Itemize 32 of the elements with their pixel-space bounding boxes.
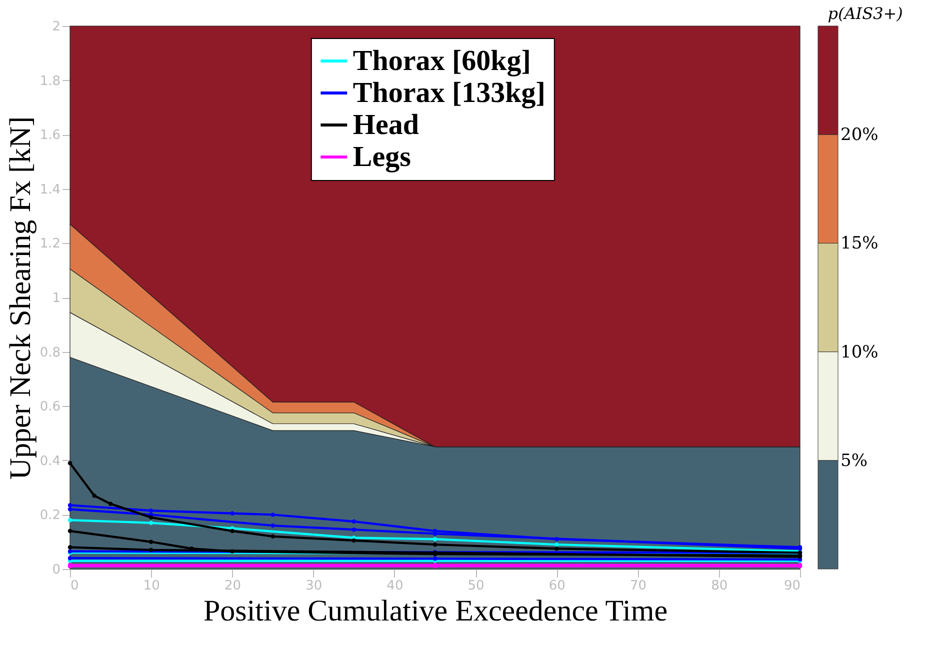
x-tick-label: 20 (224, 578, 241, 594)
y-tick-label: 0.8 (40, 345, 60, 360)
x-tick-label: 30 (306, 578, 322, 594)
y-axis-title: Upper Neck Shearing Fx [kN] (4, 116, 37, 480)
y-tick-label: 0.6 (40, 400, 60, 415)
x-axis-title: Positive Cumulative Exceedence Time (203, 594, 668, 628)
y-tick-label: 0 (52, 562, 60, 578)
y-tick-label: 2 (52, 20, 60, 34)
y-tick-label: 0.4 (40, 454, 60, 469)
x-tick-label: 10 (143, 578, 160, 594)
y-tick-label: 1 (52, 291, 60, 306)
y-tick-label: 1.8 (40, 74, 60, 89)
color-bar-label: 15% (840, 234, 878, 254)
x-tick-label: 90 (784, 578, 800, 594)
color-bar-title: p(AIS3+) (828, 4, 903, 23)
y-tick-label: 1.2 (40, 236, 60, 252)
legend-label: Legs (352, 141, 411, 173)
x-tick-label: 40 (386, 578, 404, 594)
color-bar-label: 10% (840, 342, 878, 362)
y-tick-label: 0.2 (40, 508, 60, 524)
x-tick-label: 0 (70, 578, 79, 594)
color-bar-label: 5% (840, 450, 868, 471)
x-tick-label: 70 (630, 578, 647, 594)
color-bar-label: 20% (840, 125, 878, 146)
y-tick-label: 1.6 (40, 128, 60, 144)
legend-label: Head (352, 109, 419, 141)
x-tick-label: 80 (711, 578, 728, 594)
y-tick-label: 1.4 (40, 182, 60, 198)
legend-label: Thorax [60kg] (352, 45, 531, 77)
x-tick-label: 50 (468, 578, 484, 594)
legend-label: Thorax [133kg] (352, 77, 546, 109)
x-tick-label: 60 (548, 578, 566, 594)
